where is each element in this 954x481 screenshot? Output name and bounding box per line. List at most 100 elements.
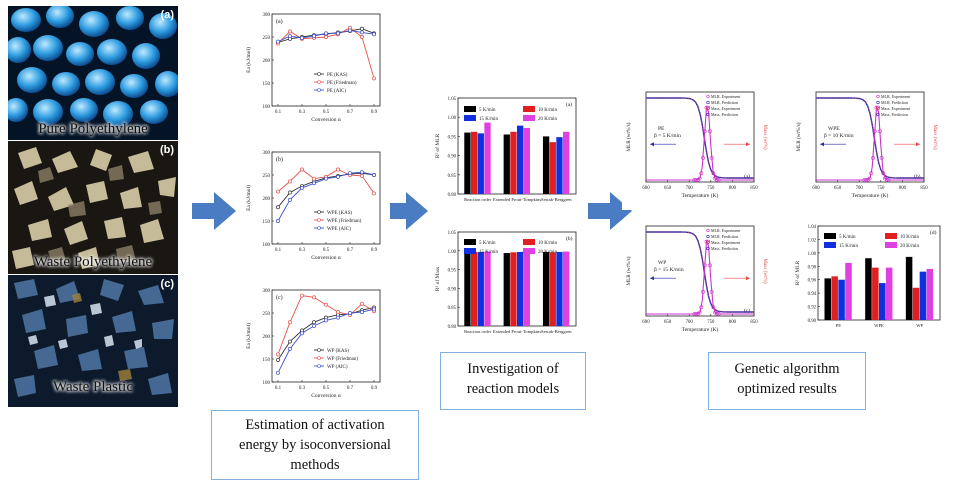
rate-label: β = 5 K/min — [654, 133, 681, 139]
data-point — [372, 307, 376, 312]
photo-caption: Waste Plastic — [52, 379, 134, 395]
legend-label: 10 K/min — [900, 235, 920, 240]
photo-caption: Pure Polyethylene — [38, 121, 148, 137]
bar — [831, 276, 838, 320]
data-point — [360, 30, 364, 35]
mlr-experiment-point — [709, 289, 714, 294]
panel-label: (b) — [276, 156, 283, 163]
data-point — [312, 295, 316, 300]
data-point — [336, 315, 340, 320]
y-axis-label: MLR (wt%/s) — [625, 122, 632, 151]
bar — [872, 267, 879, 320]
data-point — [312, 181, 316, 186]
bar — [510, 252, 517, 326]
bar — [523, 127, 530, 194]
y-tick-label: 200 — [263, 59, 271, 64]
legend-label: MLR, Prediction — [881, 100, 908, 106]
data-point — [324, 35, 328, 39]
y-tick-label: 300 — [263, 13, 271, 18]
mlr-experiment-point — [881, 171, 886, 176]
mlr-experiment-point — [867, 176, 872, 181]
x-tick-label: 0.5 — [323, 110, 330, 115]
flow-arrow-1 — [192, 192, 236, 230]
r2-mlr-models-chart: (a) 0.80 0.85 0.90 0.95 1.00 1.05 R² of MLR Reac… — [434, 97, 577, 202]
x-axis-label: Conversion α — [311, 255, 341, 261]
y-tick-label: 100 — [263, 105, 271, 110]
mlr-experiment-point — [706, 105, 711, 110]
category-label: WPE — [874, 323, 884, 328]
data-point — [372, 76, 376, 81]
y-axis-label: R² of MLR — [794, 260, 801, 285]
y-tick-label: 150 — [263, 220, 271, 225]
x-tick-label: 0.3 — [299, 248, 306, 253]
legend-marker — [706, 240, 710, 245]
x-tick-label: 0.3 — [299, 386, 306, 391]
legend-label: 20 K/min — [538, 250, 558, 255]
x-tick-label: 600 — [642, 320, 650, 325]
mlr-experiment-point — [876, 105, 881, 110]
bar — [912, 287, 920, 320]
legend-swatch — [885, 233, 897, 239]
bar — [503, 253, 510, 326]
category-label: Sestak-Berggren — [541, 197, 572, 202]
mlr-prediction-line — [816, 105, 924, 181]
bar — [503, 134, 510, 194]
bar — [838, 279, 845, 320]
legend-swatch — [523, 239, 535, 245]
x-tick-label: 650 — [664, 320, 672, 325]
photo-waste-polyethylene: (b) Waste Polyethylene — [8, 141, 178, 274]
data-point — [348, 28, 352, 33]
x-axis-label: Conversion α — [311, 117, 341, 123]
data-point — [360, 301, 364, 306]
bar — [510, 131, 517, 194]
mlr-experiment-point — [711, 171, 716, 176]
mlr-experiment-point — [879, 155, 884, 160]
mlr-experiment-point — [716, 312, 721, 316]
mlr-plot-wpe: (b) 600 650 700 750 800 850 Temperature (K) MLR … — [792, 86, 946, 210]
data-point — [348, 171, 352, 176]
data-point — [288, 320, 292, 325]
bar — [563, 131, 570, 194]
mlr-experiment-point — [699, 171, 704, 176]
data-point — [288, 29, 292, 34]
data-point — [372, 173, 376, 177]
mlr-prediction-line — [646, 239, 754, 315]
data-point — [288, 34, 292, 39]
data-point — [324, 318, 328, 323]
bar — [477, 133, 484, 194]
legend-label: 15 K/min — [839, 244, 859, 249]
ea-chart-pe: (a) 100 150 200 250 300 0.1 0.3 0.5 0.7 0.9 Convers… — [245, 13, 381, 123]
y-tick-label: 1.05 — [448, 231, 457, 236]
y-tick-label: 250 — [263, 174, 271, 179]
category-label: Sestak-Berggren — [541, 329, 572, 334]
data-point — [324, 176, 328, 181]
legend-marker — [876, 100, 880, 105]
bar — [845, 262, 852, 320]
y-tick-label: 200 — [263, 335, 271, 340]
mlr-experiment-point — [704, 105, 709, 110]
mlr-experiment-point — [869, 171, 874, 176]
x-axis-label: Temperature (K) — [682, 192, 719, 199]
panel-label: (a) — [744, 173, 750, 180]
legend-marker — [876, 112, 880, 117]
legend-label: Mass, Prediction — [711, 246, 738, 252]
caption-line: reaction models — [466, 381, 560, 397]
legend-marker — [317, 348, 321, 352]
mlr-experiment-point — [702, 129, 707, 134]
bar — [926, 268, 934, 320]
data-point — [372, 32, 376, 37]
legend-swatch — [885, 242, 897, 248]
ea-plot-wpe: (b) 100 150 200 250 300 0.1 0.3 0.5 0.7 0.9 Convers… — [240, 144, 390, 276]
mlr-experiment-point — [704, 239, 709, 244]
panel-label: (b) — [566, 235, 573, 242]
mass-experiment-line — [816, 97, 924, 179]
y-tick-label: 0.85 — [448, 174, 457, 179]
legend-label: 20 K/min — [900, 244, 920, 249]
mlr-experiment-point — [708, 129, 712, 134]
bar — [905, 256, 913, 320]
legend-marker — [706, 228, 710, 233]
r2-mass-models-plot: (b) 0.80 0.85 0.90 0.95 1.00 1.05 R² of Mass Rea… — [432, 226, 582, 350]
legend-marker — [706, 106, 710, 111]
mlr-experiment-point — [701, 289, 705, 294]
legend-label: MLR, Prediction — [711, 234, 738, 240]
